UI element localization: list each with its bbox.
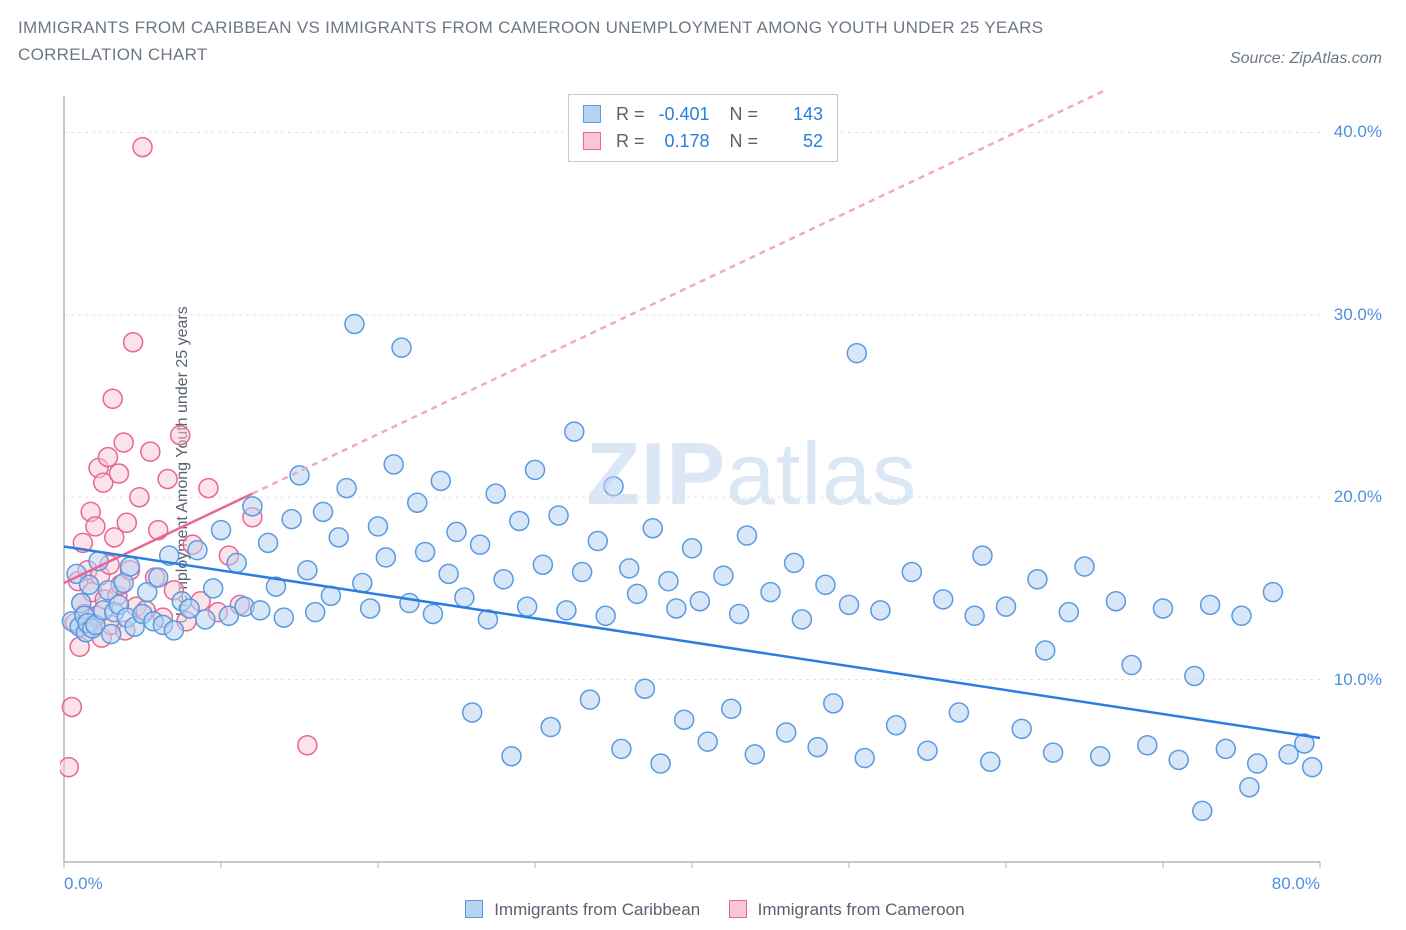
source-name: ZipAtlas.com [1290, 50, 1382, 67]
y-tick-label: 20.0% [1334, 487, 1382, 507]
title-line-1: IMMIGRANTS FROM CARIBBEAN VS IMMIGRANTS … [18, 14, 1388, 41]
y-tick-label: 40.0% [1334, 122, 1382, 142]
bottom-legend: Immigrants from Caribbean Immigrants fro… [0, 900, 1406, 920]
n-label: N = [730, 104, 759, 124]
correlation-legend: R = -0.401 N = 143 R = 0.178 N = 52 [568, 94, 838, 162]
x-tick-label: 80.0% [1272, 874, 1320, 894]
chart-header: IMMIGRANTS FROM CARIBBEAN VS IMMIGRANTS … [0, 0, 1406, 68]
correlation-row-1: R = -0.401 N = 143 [583, 101, 823, 128]
series1-n-value: 143 [763, 101, 823, 128]
correlation-row-2: R = 0.178 N = 52 [583, 128, 823, 155]
y-tick-label: 30.0% [1334, 305, 1382, 325]
series1-swatch-bottom [465, 900, 483, 918]
x-tick-label: 0.0% [64, 874, 103, 894]
chart-area: ZIPatlas 10.0%20.0%30.0%40.0%0.0%80.0% [60, 90, 1390, 890]
series2-swatch [583, 132, 601, 150]
title-line-2: CORRELATION CHART [18, 41, 1388, 68]
series1-label: Immigrants from Caribbean [494, 900, 700, 919]
series2-n-value: 52 [763, 128, 823, 155]
series1-r-value: -0.401 [650, 101, 710, 128]
r-label: R = [616, 104, 645, 124]
series1-swatch [583, 105, 601, 123]
n-label: N = [730, 131, 759, 151]
y-tick-label: 10.0% [1334, 670, 1382, 690]
series2-r-value: 0.178 [650, 128, 710, 155]
source-prefix: Source: [1230, 50, 1290, 67]
series2-label: Immigrants from Cameroon [758, 900, 965, 919]
source-attribution: Source: ZipAtlas.com [1230, 50, 1382, 68]
scatter-plot-svg [60, 90, 1390, 890]
r-label: R = [616, 131, 645, 151]
series2-swatch-bottom [729, 900, 747, 918]
